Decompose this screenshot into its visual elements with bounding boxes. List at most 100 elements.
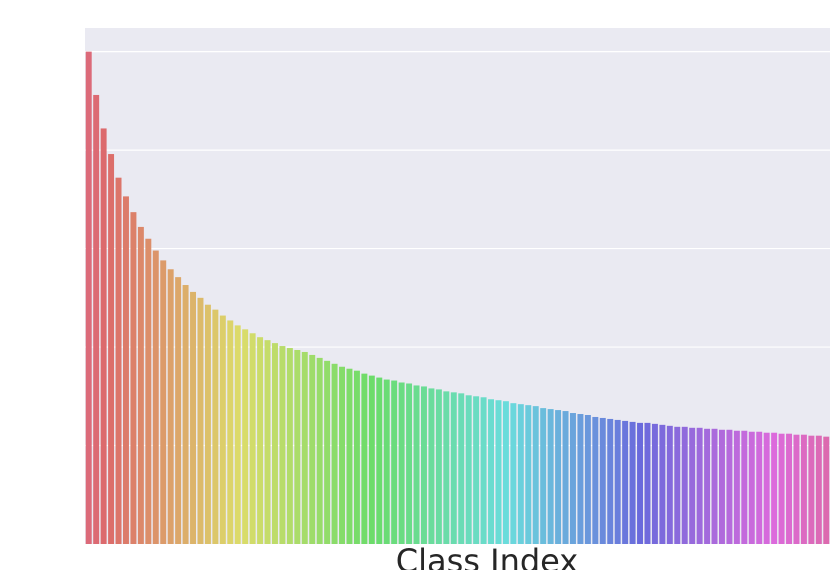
bar: [532, 406, 539, 544]
bar: [100, 128, 107, 544]
bar: [473, 396, 480, 544]
bar: [778, 433, 785, 544]
x-axis-label: Class Index: [396, 542, 578, 570]
bar: [800, 434, 807, 544]
bar: [115, 177, 122, 544]
bar: [517, 404, 524, 544]
bar: [458, 393, 465, 544]
bar: [525, 405, 532, 544]
bar: [257, 337, 264, 544]
bar: [786, 433, 793, 544]
bar: [346, 368, 353, 544]
bar: [204, 304, 211, 544]
bar: [488, 399, 495, 544]
bar: [763, 432, 770, 544]
bar: [383, 379, 390, 544]
bar: [160, 260, 167, 544]
bar: [122, 196, 129, 544]
bar: [420, 386, 427, 544]
bar: [733, 430, 740, 544]
bar: [368, 375, 375, 544]
bar: [353, 370, 360, 544]
bar: [227, 320, 234, 544]
bar: [547, 409, 554, 544]
bar: [592, 416, 599, 544]
bar: [130, 212, 137, 545]
bar: [696, 427, 703, 544]
bar: [622, 420, 629, 544]
bar: [480, 397, 487, 544]
bar: [756, 431, 763, 544]
bar: [234, 325, 241, 544]
bar: [391, 380, 398, 544]
bar: [428, 388, 435, 544]
bar: [793, 434, 800, 544]
bar: [540, 408, 547, 544]
bar: [286, 348, 293, 544]
bar: [704, 428, 711, 544]
bar: [137, 226, 144, 545]
bar: [301, 351, 308, 544]
bar: [145, 238, 152, 544]
bar: [674, 426, 681, 544]
plot-area: [85, 28, 830, 544]
bar: [711, 428, 718, 544]
bar: [637, 422, 644, 544]
bar: [569, 413, 576, 544]
bar: [607, 418, 614, 544]
bar: [182, 285, 189, 544]
bar: [249, 333, 256, 544]
bar: [815, 435, 822, 544]
bar: [331, 363, 338, 544]
bar: [748, 431, 755, 544]
bar: [279, 346, 286, 544]
bar: [93, 94, 100, 545]
bar: [271, 343, 278, 544]
bar: [771, 432, 778, 544]
bar: [502, 401, 509, 544]
bar: [599, 417, 606, 544]
bar: [555, 410, 562, 544]
bar: [681, 426, 688, 544]
bar: [614, 419, 621, 544]
bar: [510, 403, 517, 544]
bar: [361, 373, 368, 544]
bar: [741, 430, 748, 544]
bar: [108, 154, 115, 544]
bar: [85, 51, 92, 545]
bar: [577, 414, 584, 544]
bar: [376, 377, 383, 544]
bar: [495, 400, 502, 544]
bar: [406, 383, 413, 544]
bar: [294, 350, 301, 544]
bar: [666, 425, 673, 544]
bar: [629, 421, 636, 544]
bar: [242, 329, 249, 544]
bar: [450, 392, 457, 544]
bar: [808, 435, 815, 544]
bar: [316, 357, 323, 544]
bar: [718, 429, 725, 544]
bar: [175, 277, 182, 544]
bar: [413, 385, 420, 544]
bar: [689, 427, 696, 544]
bar: [562, 411, 569, 544]
bar: [398, 382, 405, 544]
bar: [435, 389, 442, 544]
bar: [324, 360, 331, 544]
bar: [264, 340, 271, 544]
bar: [190, 291, 197, 544]
bar: [339, 366, 346, 544]
bar: [823, 436, 830, 544]
bar: [152, 250, 159, 544]
bar: [644, 422, 651, 544]
bar: [167, 269, 174, 544]
bar: [659, 424, 666, 544]
bar: [309, 354, 316, 544]
bar: [212, 309, 219, 544]
bar: [465, 395, 472, 544]
bar: [443, 391, 450, 544]
bar: [219, 315, 226, 544]
